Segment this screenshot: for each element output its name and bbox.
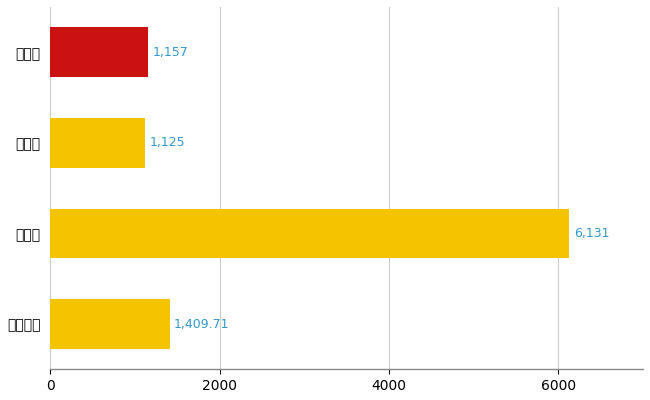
Bar [50,118,146,168]
Text: 1,125: 1,125 [150,136,185,149]
Bar [50,299,170,349]
Bar [50,208,569,258]
Text: 1,409.71: 1,409.71 [174,318,229,330]
Text: 6,131: 6,131 [574,227,609,240]
Text: 1,157: 1,157 [152,46,188,59]
Bar [50,27,148,77]
